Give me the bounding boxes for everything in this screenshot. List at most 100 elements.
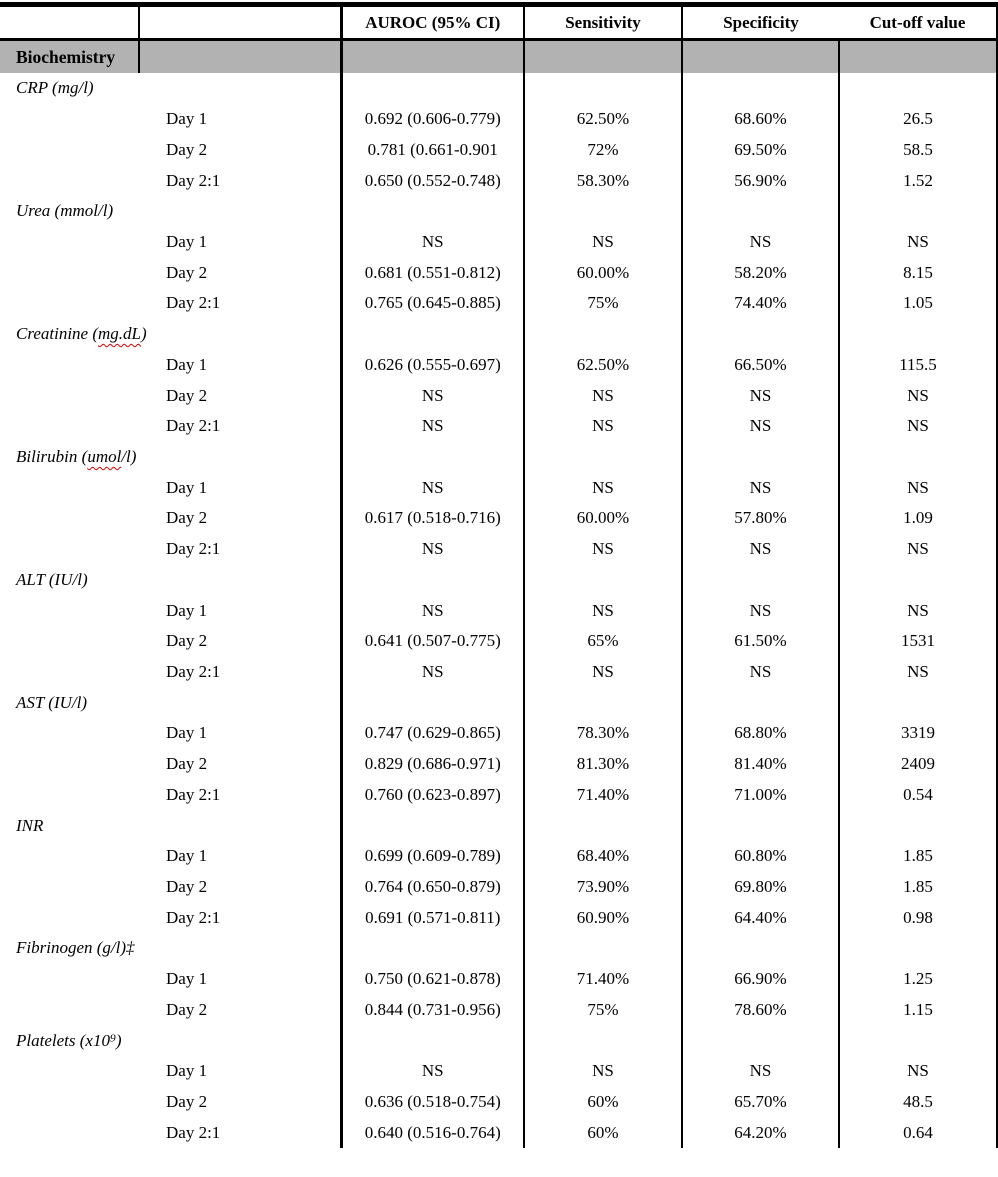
header-empty-1 (0, 2, 140, 41)
sensitivity-cell: NS (524, 410, 683, 442)
empty-cell (682, 1025, 840, 1056)
auroc-cell: 0.681 (0.551-0.812) (341, 257, 525, 289)
sensitivity-cell: 72% (524, 134, 683, 166)
auroc-cell: 0.747 (0.629-0.865) (341, 718, 525, 749)
analyte-name-text: Platelets (x10⁹) (16, 1030, 122, 1050)
cutoff-cell: 8.15 (839, 257, 998, 289)
day-label: Day 2:1 (0, 288, 343, 319)
day-label: Day 2 (0, 748, 343, 780)
empty-cell (524, 318, 683, 350)
analyte-name-text: Creatinine ( (16, 324, 98, 344)
empty-cell (839, 195, 998, 227)
auroc-cell: 0.640 (0.516-0.764) (341, 1117, 525, 1149)
cutoff-cell: NS (839, 226, 998, 258)
auroc-cell: NS (341, 656, 525, 688)
specificity-cell: 64.40% (682, 902, 840, 934)
day-label: Day 1 (0, 103, 343, 135)
cutoff-cell: 1.52 (839, 165, 998, 196)
sensitivity-cell: 71.40% (524, 963, 683, 995)
analyte-section-row: ALT (IU/l) (0, 564, 998, 596)
cutoff-cell: NS (839, 380, 998, 411)
specificity-cell: NS (682, 656, 840, 688)
analyte-name: Fibrinogen (g/l)‡ (0, 933, 343, 964)
analyte-name-text: ) (140, 324, 147, 344)
auroc-cell: 0.691 (0.571-0.811) (341, 902, 525, 934)
analyte-section-row: Creatinine (mg.dL) (0, 318, 998, 350)
analyte-name-text: INR (16, 815, 44, 835)
analyte-name-text: CRP (mg/l) (16, 78, 94, 98)
day-label: Day 2 (0, 503, 343, 534)
day-label: Day 1 (0, 349, 343, 381)
measurement-row: Day 2:1 0.691 (0.571-0.811) 60.90% 64.40% 0.… (0, 902, 998, 934)
analyte-section-row: Bilirubin (umol/l) (0, 441, 998, 473)
measurement-row: Day 2 0.681 (0.551-0.812) 60.00% 58.20% 8.15 (0, 257, 998, 289)
analyte-name: AST (IU/l) (0, 687, 343, 719)
specificity-cell: NS (682, 595, 840, 626)
banner-empty-cell (682, 39, 840, 73)
measurement-row: Day 2:1 NS NS NS NS (0, 533, 998, 565)
biochemistry-banner-label: Biochemistry (0, 39, 140, 73)
sensitivity-cell: 71.40% (524, 779, 683, 811)
sensitivity-cell: NS (524, 533, 683, 565)
biochemistry-results-table: AUROC (95% CI) Sensitivity Specificity C… (0, 2, 998, 1149)
auroc-cell: 0.750 (0.621-0.878) (341, 963, 525, 995)
auroc-cell: 0.699 (0.609-0.789) (341, 840, 525, 872)
empty-cell (524, 933, 683, 964)
empty-cell (341, 564, 525, 596)
analyte-name: Bilirubin (umol/l) (0, 441, 343, 473)
measurement-row: Day 1 0.626 (0.555-0.697) 62.50% 66.50% 115.… (0, 349, 998, 381)
misspelled-text: umol (87, 446, 122, 466)
day-label: Day 1 (0, 963, 343, 995)
analyte-section-row: Fibrinogen (g/l)‡ (0, 933, 998, 964)
measurement-row: Day 1 NS NS NS NS (0, 472, 998, 504)
auroc-cell: NS (341, 533, 525, 565)
auroc-cell: 0.829 (0.686-0.971) (341, 748, 525, 780)
analyte-name-text: /l) (121, 446, 137, 466)
auroc-cell: 0.692 (0.606-0.779) (341, 103, 525, 135)
sensitivity-cell: 78.30% (524, 718, 683, 749)
measurement-row: Day 2 0.781 (0.661-0.901 72% 69.50% 58.5 (0, 134, 998, 166)
specificity-cell: 64.20% (682, 1117, 840, 1149)
sensitivity-cell: 73.90% (524, 871, 683, 903)
auroc-cell: 0.650 (0.552-0.748) (341, 165, 525, 196)
auroc-cell: NS (341, 472, 525, 504)
empty-cell (839, 441, 998, 473)
sensitivity-cell: 81.30% (524, 748, 683, 780)
header-cutoff: Cut-off value (839, 2, 998, 41)
empty-cell (341, 687, 525, 719)
empty-cell (341, 195, 525, 227)
banner-empty-cell (524, 39, 683, 73)
day-label: Day 2:1 (0, 779, 343, 811)
analyte-name-text: Urea (mmol/l) (16, 201, 114, 221)
day-label: Day 2 (0, 994, 343, 1026)
measurement-row: Day 2 0.636 (0.518-0.754) 60% 65.70% 48.5 (0, 1086, 998, 1118)
sensitivity-cell: 60.90% (524, 902, 683, 934)
cutoff-cell: 1.05 (839, 288, 998, 319)
measurement-row: Day 2:1 0.640 (0.516-0.764) 60% 64.20% 0.64 (0, 1117, 998, 1149)
specificity-cell: 69.80% (682, 871, 840, 903)
cutoff-cell: 115.5 (839, 349, 998, 381)
measurement-row: Day 2 0.764 (0.650-0.879) 73.90% 69.80% 1.85 (0, 871, 998, 903)
specificity-cell: NS (682, 472, 840, 504)
banner-empty-cell (839, 39, 998, 73)
day-label: Day 2 (0, 1086, 343, 1118)
analyte-section-row: Urea (mmol/l) (0, 195, 998, 227)
analyte-section-row: CRP (mg/l) (0, 73, 998, 104)
measurement-row: Day 2 0.641 (0.507-0.775) 65% 61.50% 1531 (0, 625, 998, 657)
measurement-row: Day 1 0.692 (0.606-0.779) 62.50% 68.60% 26.5 (0, 103, 998, 135)
auroc-cell: NS (341, 595, 525, 626)
day-label: Day 2:1 (0, 533, 343, 565)
sensitivity-cell: NS (524, 472, 683, 504)
day-label: Day 1 (0, 472, 343, 504)
banner-empty-cell (139, 39, 343, 73)
cutoff-cell: NS (839, 533, 998, 565)
measurement-row: Day 2:1 0.650 (0.552-0.748) 58.30% 56.90% 1.… (0, 165, 998, 196)
day-label: Day 1 (0, 1056, 343, 1087)
header-sensitivity: Sensitivity (524, 2, 683, 41)
specificity-cell: NS (682, 226, 840, 258)
auroc-cell: 0.617 (0.518-0.716) (341, 503, 525, 534)
auroc-cell: NS (341, 1056, 525, 1087)
sensitivity-cell: 75% (524, 994, 683, 1026)
specificity-cell: 66.90% (682, 963, 840, 995)
auroc-cell: NS (341, 226, 525, 258)
